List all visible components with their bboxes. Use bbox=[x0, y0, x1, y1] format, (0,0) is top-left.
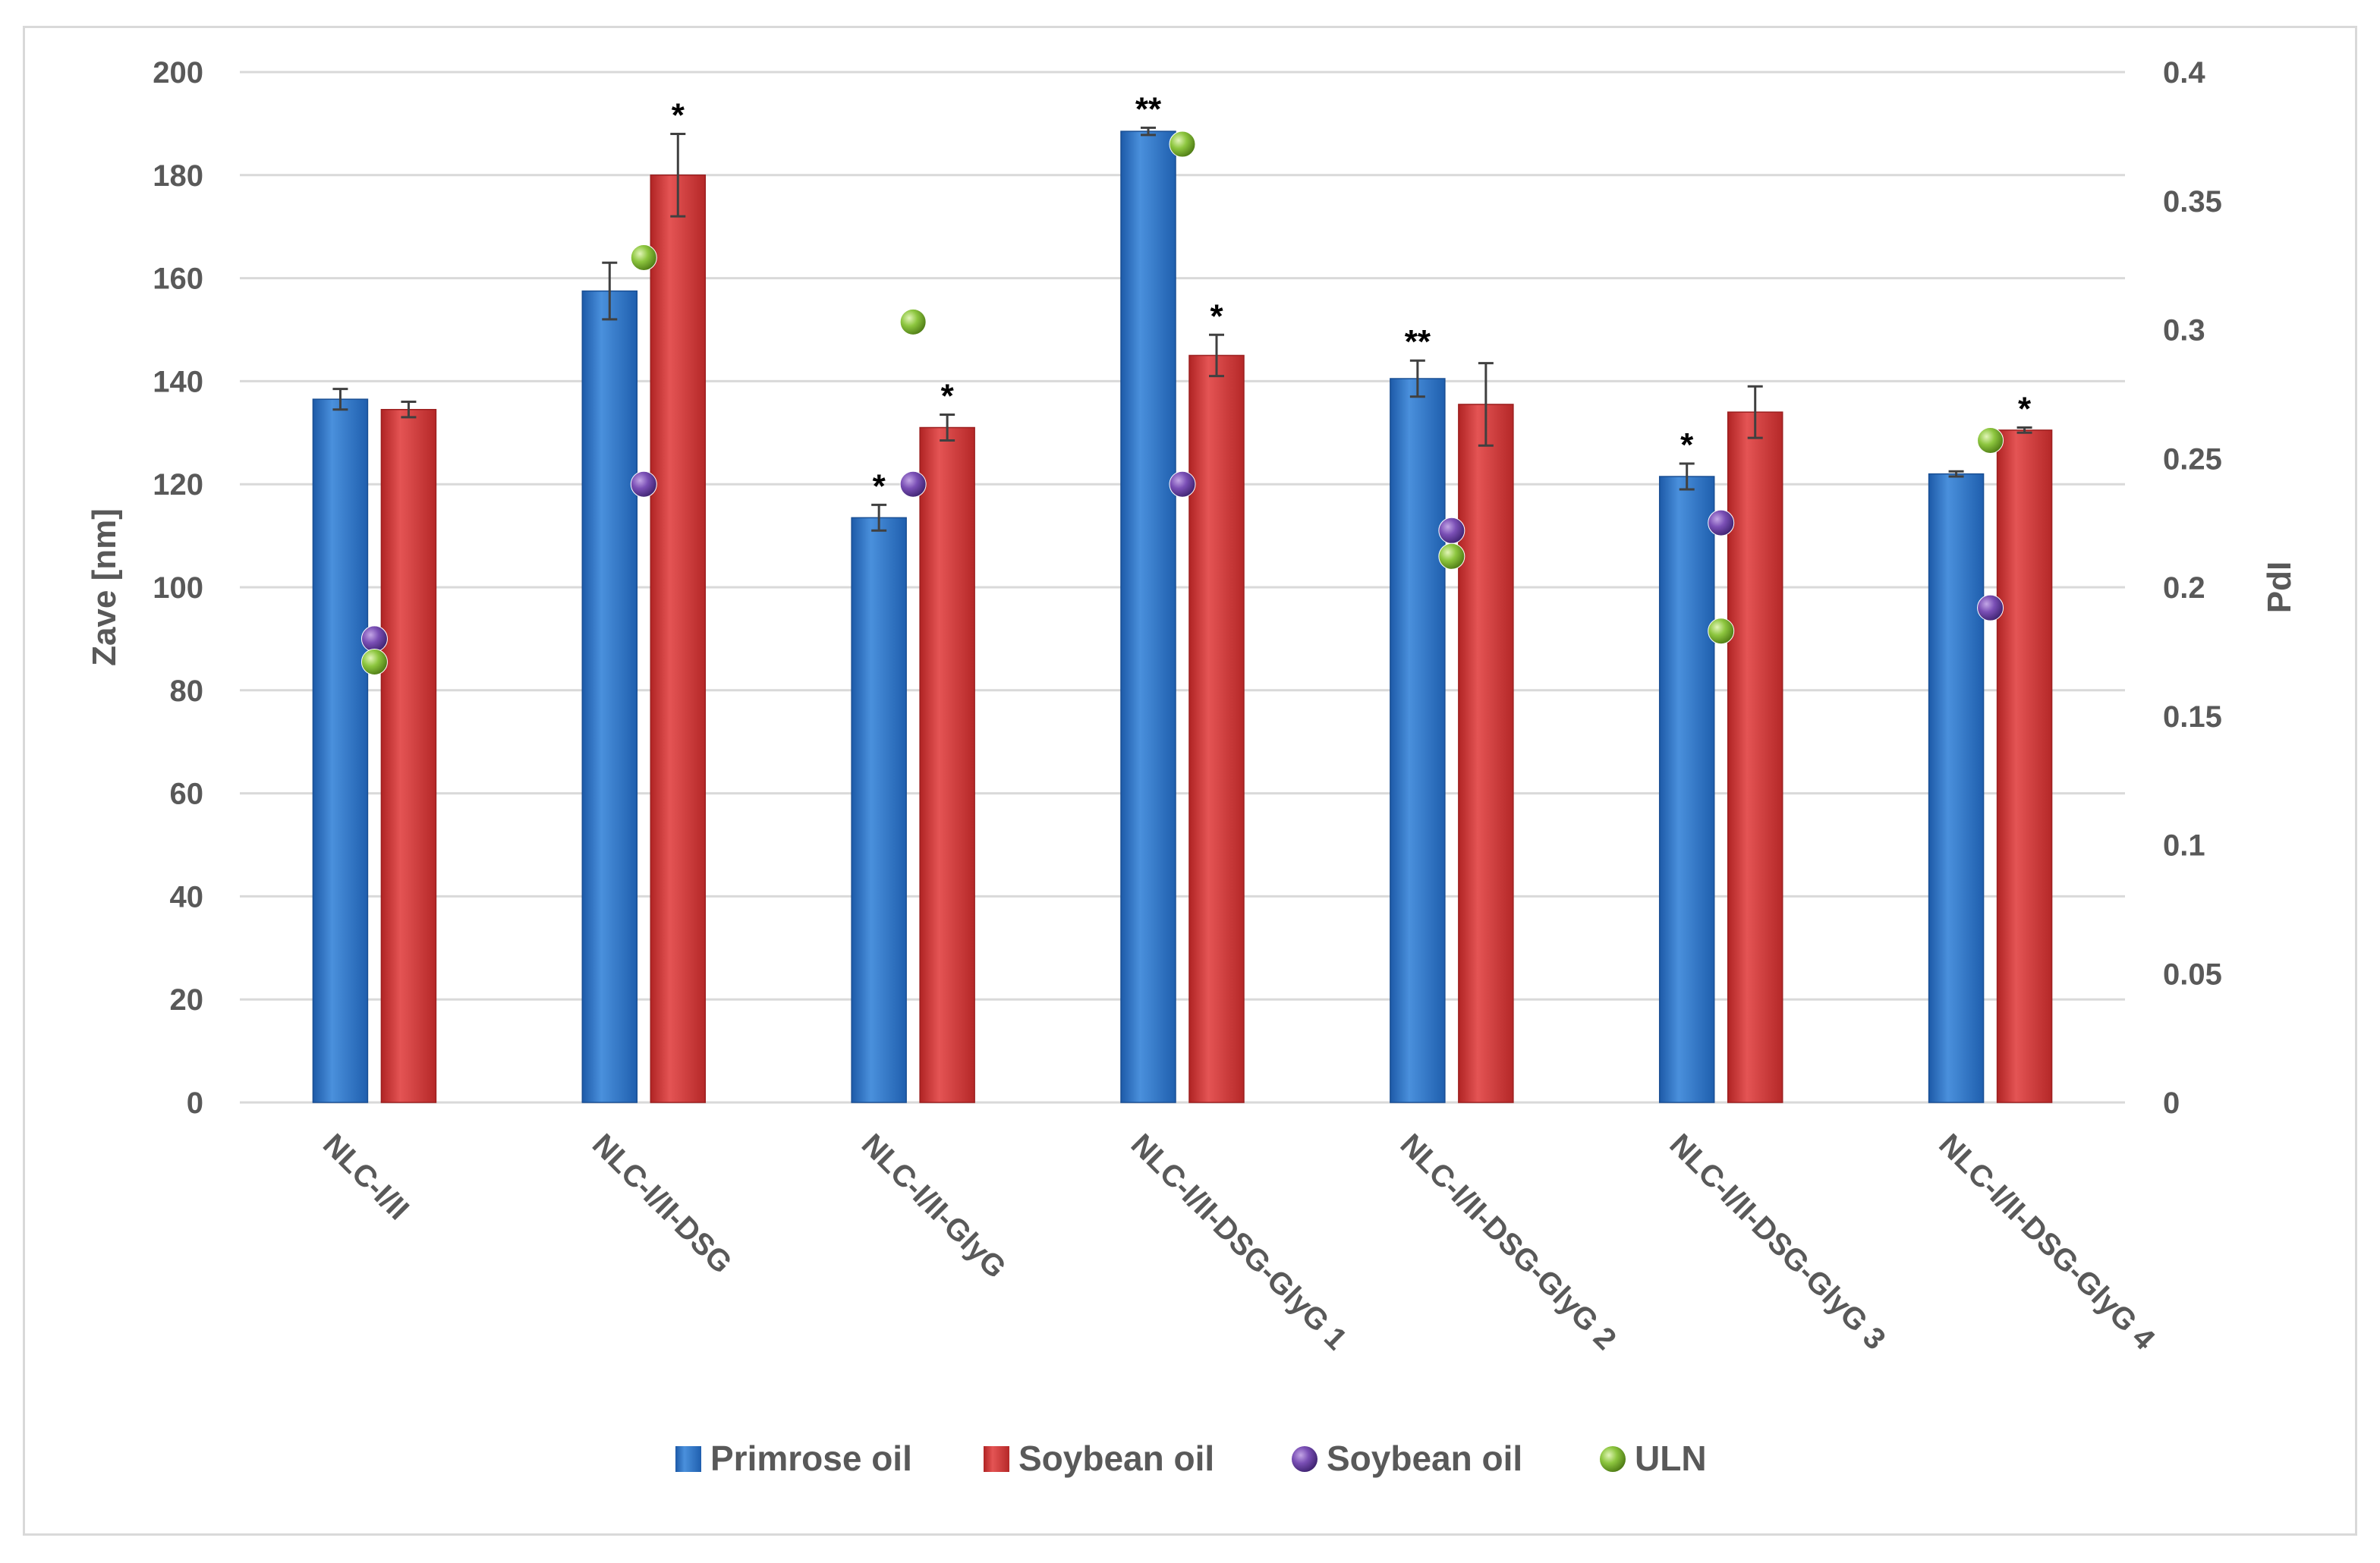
significance-marker: * bbox=[672, 96, 685, 134]
y-tick-label: 160 bbox=[153, 263, 203, 296]
significance-marker: * bbox=[1680, 426, 1694, 464]
y-tick-label: 0 bbox=[187, 1087, 203, 1120]
significance-marker: ** bbox=[1405, 323, 1431, 360]
bar bbox=[1996, 429, 2053, 1103]
category-label: NLC-I/II bbox=[316, 1127, 415, 1226]
pdi-point bbox=[899, 308, 927, 335]
legend-swatch bbox=[675, 1446, 701, 1472]
y-tick-label: 100 bbox=[153, 571, 203, 605]
bar bbox=[650, 175, 707, 1103]
y2-tick-label: 0.15 bbox=[2163, 700, 2222, 734]
y2-tick-label: 0.2 bbox=[2163, 571, 2205, 605]
category-label: NLC-I/II-DSG-GlyG 4 bbox=[1932, 1127, 2161, 1357]
significance-marker: ** bbox=[1135, 90, 1162, 127]
pdi-point bbox=[1708, 509, 1735, 536]
gridlines bbox=[240, 71, 2125, 1104]
pdi-point bbox=[360, 625, 388, 653]
legend-label: ULN bbox=[1635, 1439, 1707, 1478]
y-tick-label: 140 bbox=[153, 365, 203, 398]
pdi-point bbox=[1977, 426, 2004, 454]
significance-marker: * bbox=[2018, 391, 2032, 428]
significance-marker: * bbox=[873, 467, 886, 505]
pdi-point bbox=[1169, 131, 1196, 158]
y2-tick-label: 0.05 bbox=[2163, 958, 2222, 991]
y-tick-label: 80 bbox=[170, 675, 204, 708]
error-bars: ********** bbox=[332, 90, 2032, 532]
pdi-point bbox=[630, 470, 657, 498]
category-label: NLC-I/II-DSG bbox=[586, 1127, 738, 1280]
category-label: NLC-I/II-GlyG bbox=[855, 1127, 1012, 1285]
bar bbox=[1928, 473, 1985, 1103]
y2-tick-label: 0 bbox=[2163, 1087, 2180, 1120]
pdi-point bbox=[1977, 594, 2004, 621]
y-tick-label: 40 bbox=[170, 880, 204, 914]
pdi-point bbox=[1708, 618, 1735, 645]
bar bbox=[1727, 411, 1783, 1103]
y-tick-label: 120 bbox=[153, 468, 203, 502]
significance-marker: * bbox=[1210, 297, 1223, 335]
bar bbox=[851, 517, 907, 1103]
y-tick-label: 20 bbox=[170, 983, 204, 1017]
legend-label: Soybean oil bbox=[1327, 1439, 1522, 1478]
category-label: NLC-I/II-DSG-GlyG 3 bbox=[1663, 1127, 1891, 1356]
y2-tick-label: 0.25 bbox=[2163, 442, 2222, 476]
bar bbox=[581, 290, 638, 1103]
y2-tick-label: 0.4 bbox=[2163, 56, 2205, 90]
bar bbox=[919, 426, 975, 1103]
bar-marks bbox=[312, 131, 2053, 1103]
bar bbox=[1188, 354, 1245, 1103]
bar bbox=[380, 408, 437, 1103]
y2-axis-title: PdI bbox=[2261, 561, 2298, 613]
y2-tick-label: 0.3 bbox=[2163, 314, 2205, 348]
legend-swatch bbox=[1292, 1446, 1318, 1472]
bar bbox=[1458, 404, 1514, 1103]
y-tick-label: 60 bbox=[170, 778, 204, 811]
legend-label: Primrose oil bbox=[710, 1439, 912, 1478]
pdi-point bbox=[630, 244, 657, 271]
pdi-point bbox=[1438, 517, 1465, 544]
significance-marker: * bbox=[941, 378, 955, 415]
pdi-points bbox=[360, 131, 2004, 675]
legend-swatch bbox=[1600, 1446, 1626, 1472]
y-tick-label: 200 bbox=[153, 56, 203, 90]
bar bbox=[1390, 378, 1446, 1103]
bar bbox=[312, 398, 369, 1103]
category-label: NLC-I/II-DSG-GlyG 2 bbox=[1393, 1127, 1622, 1356]
pdi-point bbox=[1438, 542, 1465, 570]
legend-swatch bbox=[984, 1446, 1009, 1472]
y2-tick-label: 0.1 bbox=[2163, 829, 2205, 863]
bar bbox=[1120, 131, 1176, 1103]
pdi-point bbox=[360, 648, 388, 675]
legend: Primrose oil Soybean oil Soybean oil ULN bbox=[675, 1439, 1707, 1478]
pdi-point bbox=[899, 470, 927, 498]
pdi-point bbox=[1169, 470, 1196, 498]
category-label: NLC-I/II-DSG-GlyG 1 bbox=[1125, 1127, 1353, 1356]
legend-label: Soybean oil bbox=[1018, 1439, 1214, 1478]
y-tick-label: 180 bbox=[153, 159, 203, 193]
y2-tick-label: 0.35 bbox=[2163, 185, 2222, 219]
y-axis-title: Zave [nm] bbox=[86, 508, 123, 666]
bar bbox=[1658, 476, 1715, 1103]
